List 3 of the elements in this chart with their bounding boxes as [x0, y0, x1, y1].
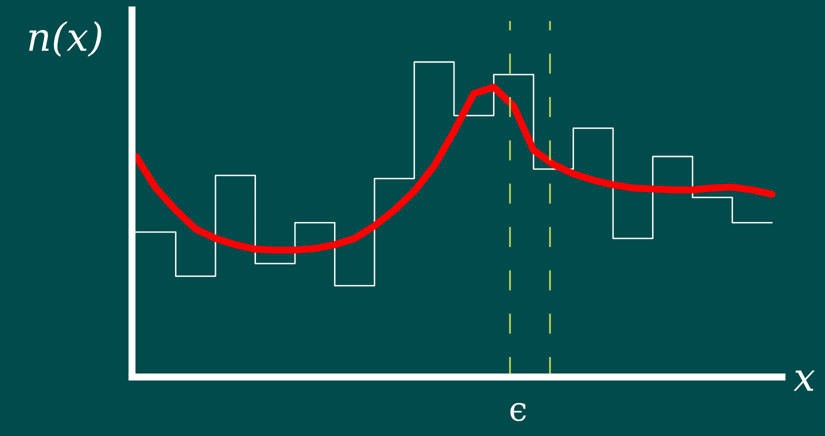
x-axis-title: x	[794, 370, 815, 391]
y-axis-title: n(x)	[29, 21, 102, 57]
text: ϵ	[510, 402, 526, 422]
